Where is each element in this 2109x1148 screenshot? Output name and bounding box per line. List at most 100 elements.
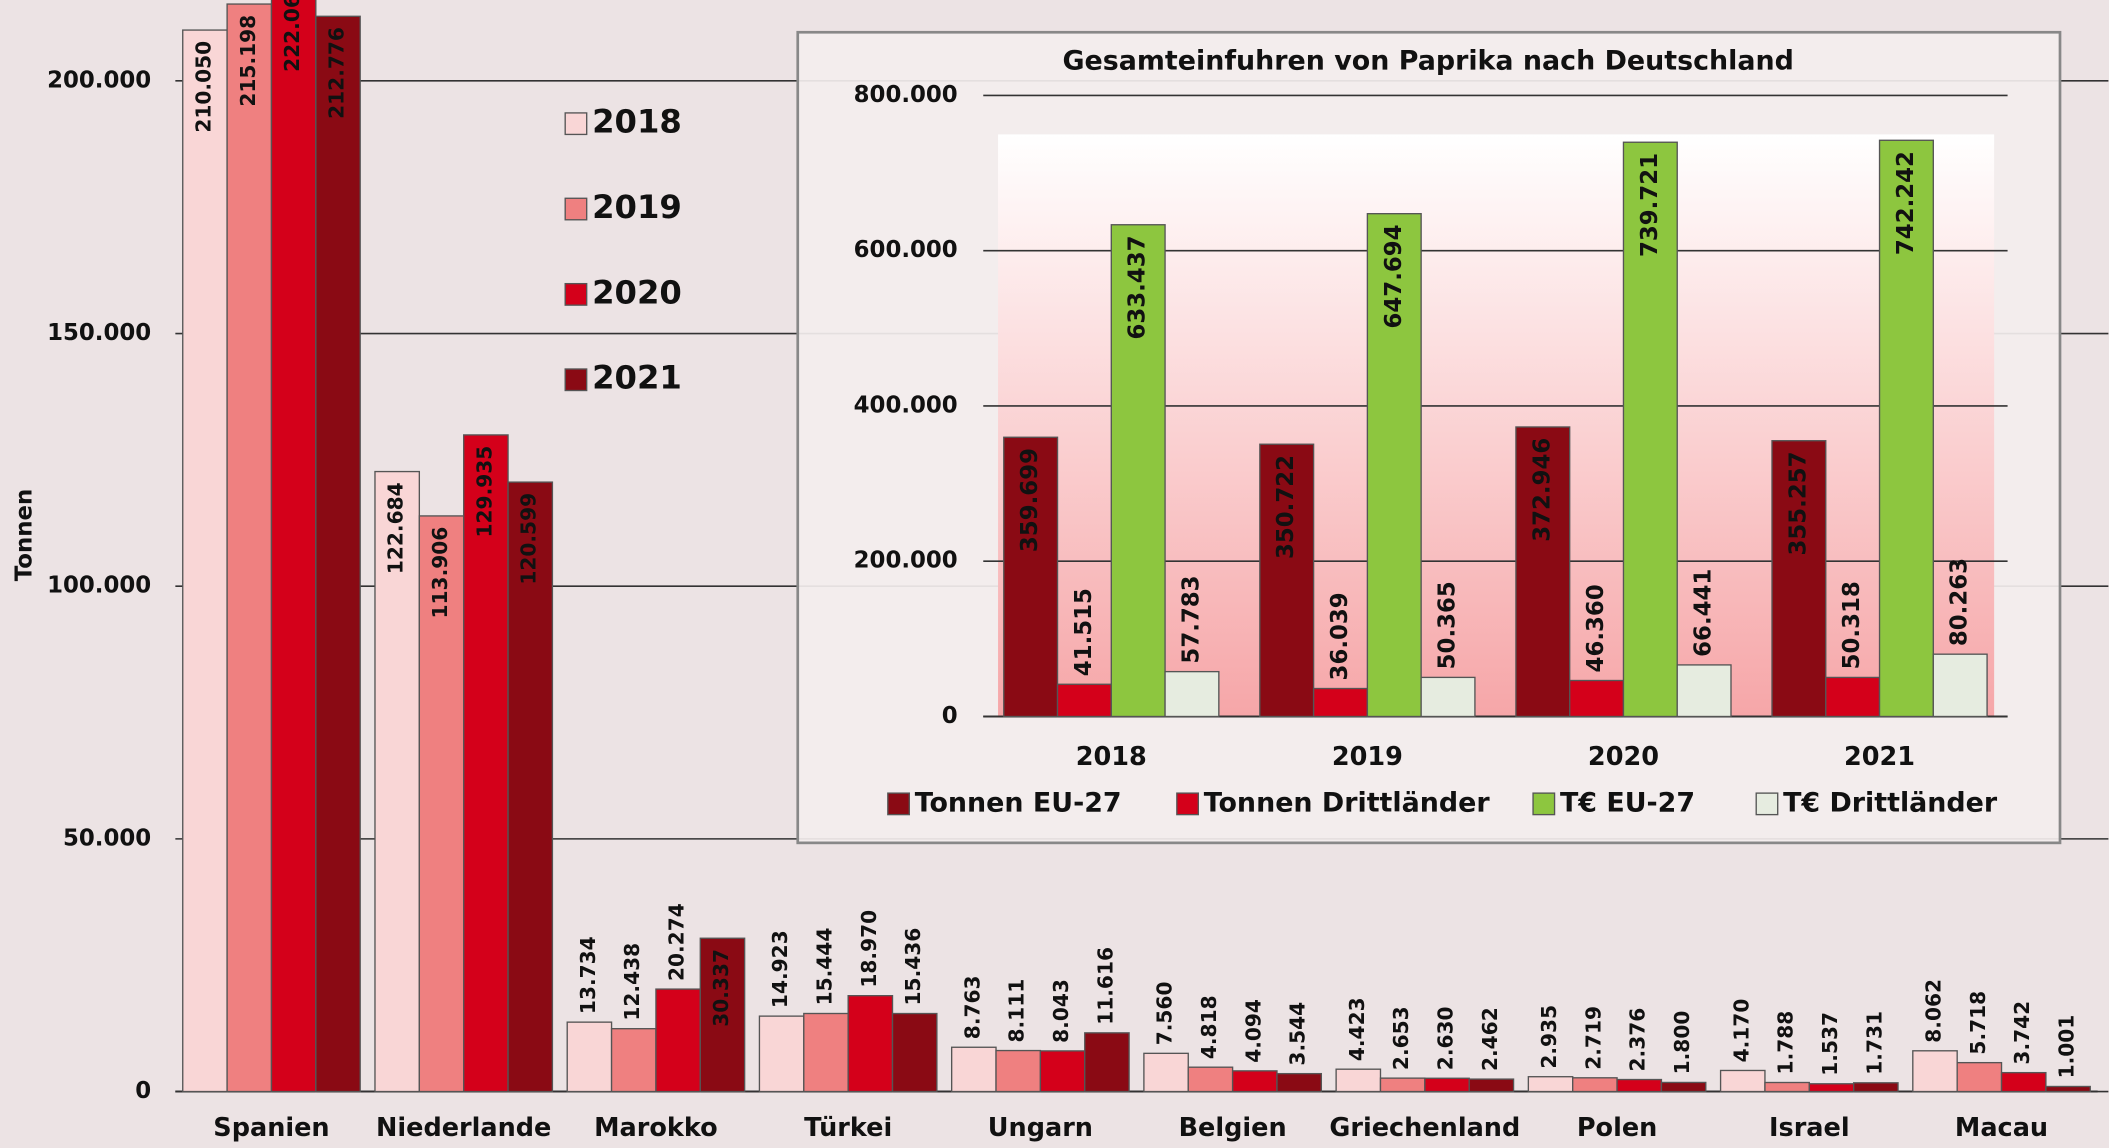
bar bbox=[374, 470, 421, 1093]
value-label: 742.242 bbox=[1893, 151, 1919, 255]
legend-swatch bbox=[887, 792, 910, 816]
legend-swatch bbox=[564, 368, 588, 392]
legend-label: 2019 bbox=[592, 188, 682, 226]
value-label: 50.365 bbox=[1435, 581, 1461, 669]
value-label: 20.274 bbox=[665, 903, 689, 981]
legend-label: 2020 bbox=[592, 273, 682, 311]
bar bbox=[1569, 679, 1625, 718]
bar bbox=[1276, 1072, 1323, 1093]
bar bbox=[226, 3, 273, 1093]
legend-label: 2021 bbox=[592, 359, 682, 397]
bar bbox=[1084, 1032, 1130, 1093]
bar bbox=[566, 1021, 613, 1093]
bar bbox=[655, 988, 701, 1093]
value-label: 4.818 bbox=[1197, 995, 1221, 1059]
x-tick-label: Polen bbox=[1577, 1113, 1658, 1143]
legend-swatch bbox=[1532, 792, 1556, 816]
bar bbox=[1676, 664, 1732, 718]
value-label: 46.360 bbox=[1583, 584, 1609, 672]
value-label: 2.376 bbox=[1626, 1008, 1650, 1072]
value-label: 1.001 bbox=[2055, 1015, 2079, 1079]
bar bbox=[1143, 1052, 1189, 1093]
bar bbox=[1764, 1081, 1810, 1093]
y-tick-label: 50.000 bbox=[63, 825, 151, 851]
bar bbox=[1335, 1068, 1382, 1093]
value-label: 41.515 bbox=[1071, 588, 1097, 676]
x-tick-label: Spanien bbox=[213, 1113, 329, 1143]
value-label: 113.906 bbox=[428, 527, 452, 619]
value-label: 15.444 bbox=[812, 928, 836, 1006]
value-label: 2.719 bbox=[1581, 1006, 1605, 1070]
bar bbox=[1527, 1076, 1574, 1093]
value-label: 3.544 bbox=[1286, 1002, 1310, 1066]
bar bbox=[2045, 1085, 2091, 1093]
bar bbox=[1003, 436, 1059, 718]
value-label: 129.935 bbox=[472, 446, 496, 538]
bar bbox=[1719, 1069, 1766, 1093]
value-label: 15.436 bbox=[901, 928, 925, 1006]
x-tick-label: Ungarn bbox=[988, 1113, 1093, 1143]
y-axis-label: Tonnen bbox=[11, 489, 37, 582]
y-tick-label: 400.000 bbox=[854, 392, 958, 418]
value-label: 4.094 bbox=[1241, 999, 1265, 1063]
value-label: 80.263 bbox=[1947, 558, 1973, 646]
value-label: 57.783 bbox=[1178, 575, 1204, 663]
bar bbox=[1808, 1083, 1855, 1093]
bar bbox=[1110, 224, 1166, 718]
value-label: 1.788 bbox=[1774, 1011, 1798, 1075]
value-label: 359.699 bbox=[1017, 448, 1043, 552]
y-tick-label: 0 bbox=[135, 1078, 151, 1104]
legend-label: 2018 bbox=[592, 103, 682, 141]
bar bbox=[1187, 1066, 1234, 1093]
value-label: 8.043 bbox=[1049, 979, 1073, 1043]
bar bbox=[1878, 139, 1934, 718]
x-tick-label: 2018 bbox=[1076, 742, 1147, 772]
value-label: 2.935 bbox=[1537, 1005, 1561, 1069]
bar bbox=[1771, 440, 1827, 718]
value-label: 739.721 bbox=[1637, 153, 1663, 257]
value-label: 212.776 bbox=[325, 27, 349, 119]
value-label: 13.734 bbox=[576, 936, 600, 1014]
value-label: 2.462 bbox=[1478, 1007, 1502, 1071]
bar bbox=[1039, 1050, 1086, 1093]
value-label: 1.800 bbox=[1670, 1011, 1694, 1075]
bar bbox=[1231, 1070, 1278, 1093]
value-label: 350.722 bbox=[1273, 455, 1299, 559]
value-label: 8.111 bbox=[1005, 979, 1029, 1043]
y-tick-label: 800.000 bbox=[854, 82, 958, 108]
bar bbox=[1825, 676, 1881, 718]
bar bbox=[315, 15, 361, 1093]
bar bbox=[803, 1012, 849, 1093]
legend-label: T€ EU-27 bbox=[1560, 787, 1695, 818]
legend-swatch bbox=[564, 282, 588, 306]
bar bbox=[1660, 1081, 1707, 1093]
value-label: 2.630 bbox=[1434, 1006, 1458, 1070]
bar bbox=[1572, 1077, 1618, 1093]
value-label: 210.050 bbox=[191, 41, 215, 133]
y-tick-label: 200.000 bbox=[854, 548, 958, 574]
bar bbox=[1852, 1082, 1899, 1093]
value-label: 7.560 bbox=[1153, 982, 1177, 1046]
bar bbox=[1616, 1078, 1663, 1093]
bar bbox=[610, 1028, 657, 1093]
value-label: 8.062 bbox=[1921, 979, 1945, 1043]
bar bbox=[1468, 1078, 1515, 1093]
inset-chart: Gesamteinfuhren von Paprika nach Deutsch… bbox=[854, 45, 2008, 818]
bar bbox=[1932, 653, 1988, 718]
value-label: 30.337 bbox=[709, 949, 733, 1027]
x-tick-label: Griechenland bbox=[1329, 1113, 1520, 1143]
value-label: 1.537 bbox=[1818, 1012, 1842, 1076]
chart-title: Gesamteinfuhren von Paprika nach Deutsch… bbox=[1063, 45, 1794, 76]
bar bbox=[1515, 426, 1571, 718]
bar bbox=[995, 1049, 1042, 1093]
bar bbox=[1164, 670, 1220, 718]
bar bbox=[507, 481, 554, 1093]
bar bbox=[1424, 1077, 1470, 1093]
x-tick-label: 2021 bbox=[1844, 742, 1915, 772]
bar bbox=[1912, 1050, 1958, 1093]
value-label: 647.694 bbox=[1381, 224, 1407, 328]
value-label: 18.970 bbox=[857, 910, 881, 988]
bar bbox=[1366, 213, 1422, 718]
value-label: 120.599 bbox=[517, 493, 541, 585]
